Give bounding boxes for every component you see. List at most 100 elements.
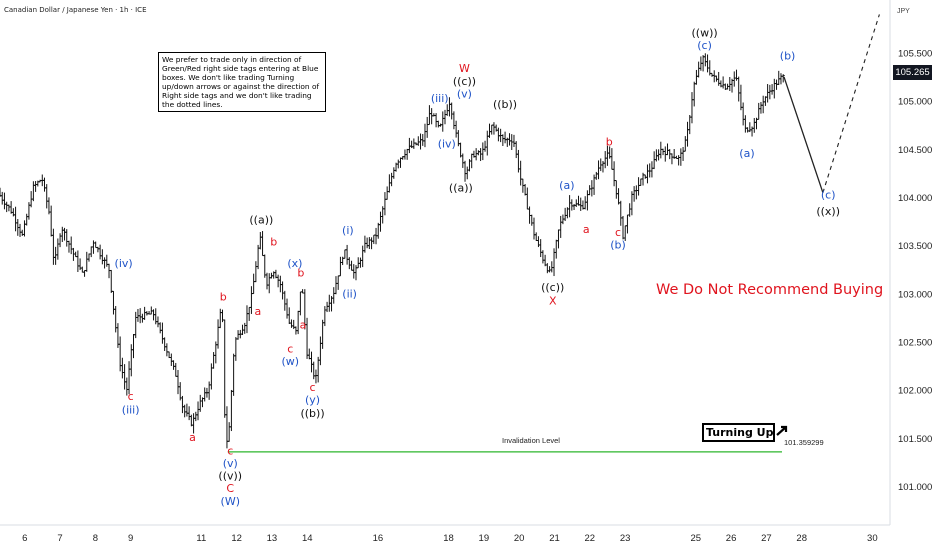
wave-label: (iv) [115, 257, 133, 270]
wave-label: ((v)) [218, 470, 242, 483]
ohlc-bar [74, 251, 78, 258]
x-tick-label: 11 [196, 533, 206, 544]
time-axis[interactable]: 6 7 8 9 11 12 13 14 16 18 19 20 21 22 23 25 26 27 28 30 [22, 533, 878, 544]
ohlc-bar [183, 404, 187, 418]
wave-label: ((c)) [453, 75, 476, 88]
ohlc-bar [278, 275, 282, 293]
ohlc-bar [692, 81, 696, 107]
ohlc-bar [285, 298, 289, 319]
ohlc-bar [80, 266, 84, 273]
ohlc-bar [503, 131, 507, 144]
ohlc-bar [663, 146, 667, 162]
ohlc-bar [452, 111, 456, 130]
ohlc-bar [287, 307, 291, 325]
ohlc-bar [160, 322, 165, 344]
wave-label: (v) [457, 87, 472, 100]
ohlc-bar [194, 411, 198, 422]
ohlc-bar [18, 223, 22, 237]
ohlc-bar [470, 153, 474, 169]
ohlc-bar [243, 322, 247, 334]
ohlc-bar [58, 233, 62, 248]
wave-label: a [583, 223, 590, 236]
ohlc-bar [254, 261, 258, 283]
ohlc-bar [621, 215, 625, 240]
ohlc-bar [0, 191, 4, 205]
ohlc-bar [616, 188, 621, 205]
ohlc-bar [229, 389, 233, 432]
ohlc-bar [180, 395, 185, 414]
ohlc-bar [612, 161, 616, 187]
ohlc-bar [643, 174, 647, 179]
ohlc-bar [779, 73, 783, 85]
projection-lines [783, 14, 880, 193]
ohlc-bar [507, 133, 512, 146]
ohlc-bar [683, 136, 687, 152]
wave-label: (W) [221, 495, 240, 508]
ohlc-bar [7, 204, 11, 212]
ohlc-bar [358, 257, 363, 268]
ohlc-bar [369, 237, 374, 250]
ohlc-bar [576, 195, 581, 206]
ohlc-bar [492, 122, 496, 135]
ohlc-bar [111, 290, 116, 315]
y-tick-label: 101.500 [898, 434, 932, 445]
ohlc-bar [761, 95, 765, 114]
x-tick-label: 22 [585, 533, 596, 544]
ohlc-bar [463, 160, 467, 182]
ohlc-bar [418, 133, 423, 150]
ohlc-bar [490, 124, 494, 135]
ohlc-bar [20, 229, 24, 236]
ohlc-bar [283, 290, 287, 311]
y-tick-label: 103.000 [898, 289, 932, 300]
ohlc-bar [336, 275, 340, 290]
ohlc-bar [42, 177, 47, 192]
ohlc-bar [156, 316, 160, 328]
ohlc-bar [129, 344, 133, 377]
ohlc-bar [69, 236, 73, 255]
ohlc-bar [298, 291, 302, 316]
ohlc-bar [703, 53, 707, 67]
ohlc-bar [51, 228, 55, 265]
wave-label: c [615, 226, 621, 239]
ohlc-bar [307, 348, 311, 360]
ohlc-bar [603, 151, 607, 169]
wave-label: (v) [223, 457, 238, 470]
ohlc-bar [378, 211, 383, 232]
ohlc-bar [312, 361, 316, 380]
x-tick-label: 23 [620, 533, 631, 544]
ohlc-bar [349, 260, 354, 271]
x-tick-label: 26 [726, 533, 737, 544]
ohlc-bar [485, 130, 489, 156]
ohlc-bar [207, 381, 211, 400]
price-axis[interactable]: 105.500 105.000 104.500 104.000 103.500 103.0… [898, 48, 932, 492]
ohlc-bar [212, 352, 216, 369]
ohlc-bar [34, 181, 38, 192]
ohlc-bar [759, 102, 763, 114]
wave-label: a [300, 318, 307, 331]
ohlc-bar [276, 274, 280, 288]
ohlc-bar [163, 337, 167, 351]
ohlc-bar [634, 185, 638, 200]
ohlc-bar [209, 363, 213, 390]
ohlc-bar [392, 167, 396, 179]
ohlc-bar [2, 192, 7, 210]
ohlc-bar [361, 245, 365, 268]
ohlc-bar [343, 249, 347, 259]
ohlc-bar [131, 334, 136, 359]
ohlc-bar [89, 246, 93, 258]
wave-label: (x) [287, 257, 302, 270]
ohlc-bar [109, 269, 113, 293]
ohlc-bar [365, 237, 369, 249]
ohlc-bar [450, 102, 454, 120]
ohlc-bar [334, 276, 338, 295]
x-tick-label: 27 [761, 533, 772, 544]
ohlc-bars [0, 53, 785, 449]
ohlc-bar [639, 178, 643, 186]
wave-label: ((b)) [300, 407, 324, 420]
ohlc-bar [234, 337, 238, 361]
wave-label: ((x)) [816, 205, 840, 218]
wave-label: (iv) [438, 137, 456, 150]
ohlc-bar [223, 319, 227, 418]
ohlc-bar [171, 360, 176, 370]
